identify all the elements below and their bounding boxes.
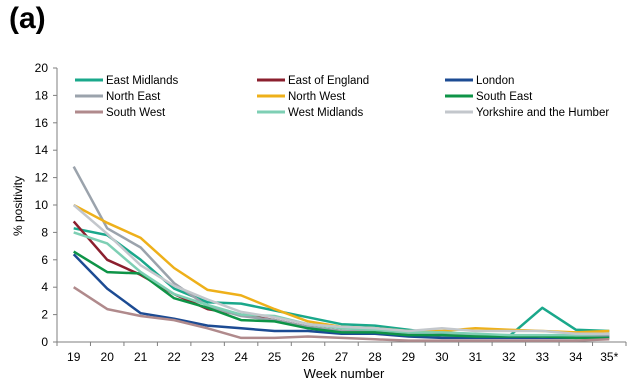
x-tick-label: 23 (201, 350, 215, 364)
x-tick-label: 26 (301, 350, 315, 364)
legend-label: East Midlands (106, 75, 178, 87)
y-tick-label: 8 (41, 225, 48, 239)
y-tick-label: 10 (35, 198, 49, 212)
y-tick-label: 20 (35, 61, 49, 75)
legend-label: North West (288, 91, 346, 103)
x-tick-label: 32 (502, 350, 516, 364)
series-line (73, 250, 610, 340)
legend-label: London (476, 75, 514, 87)
x-tick-label: 29 (402, 350, 416, 364)
y-tick-label: 2 (41, 308, 48, 322)
series-line (72, 253, 610, 340)
x-tick-label: 31 (469, 350, 483, 364)
x-tick-label: 24 (234, 350, 248, 364)
x-tick-label: 22 (167, 350, 181, 364)
y-axis-label: % positivity (11, 176, 25, 236)
y-tick-label: 6 (41, 253, 48, 267)
series-line (73, 203, 610, 334)
y-tick-label: 18 (35, 88, 49, 102)
legend-label: South East (476, 91, 533, 103)
x-tick-label: 35* (600, 350, 618, 364)
series-line (72, 204, 610, 336)
legend: East Midlands East of England London North … (75, 75, 609, 119)
series-line (73, 231, 610, 337)
x-axis-label: Week number (304, 366, 385, 381)
y-tick-label: 14 (35, 143, 49, 157)
x-tick-label: 25 (268, 350, 282, 364)
series-lines (72, 166, 610, 342)
legend-label: North East (106, 91, 161, 103)
panel-label: (a) (9, 2, 46, 35)
y-axis-ticks: 0 2 4 6 8 10 12 14 16 18 20 (35, 61, 57, 349)
legend-label: South West (106, 107, 166, 119)
legend-label: East of England (288, 75, 369, 87)
y-tick-label: 12 (35, 171, 49, 185)
y-tick-label: 0 (41, 335, 48, 349)
x-axis-ticks: 19 20 21 22 23 24 25 26 27 28 29 30 31 32 33 34 35* (56, 342, 627, 364)
x-tick-label: 30 (435, 350, 449, 364)
x-tick-label: 34 (569, 350, 583, 364)
series-line (73, 286, 610, 342)
legend-label: Yorkshire and the Humber (476, 107, 609, 119)
x-tick-label: 20 (101, 350, 115, 364)
x-tick-label: 21 (134, 350, 148, 364)
y-tick-label: 4 (41, 280, 48, 294)
legend-label: West Midlands (288, 107, 363, 119)
y-tick-label: 16 (35, 116, 49, 130)
x-tick-label: 28 (368, 350, 382, 364)
x-tick-label: 27 (335, 350, 349, 364)
x-tick-label: 19 (67, 350, 81, 364)
x-tick-label: 33 (536, 350, 550, 364)
